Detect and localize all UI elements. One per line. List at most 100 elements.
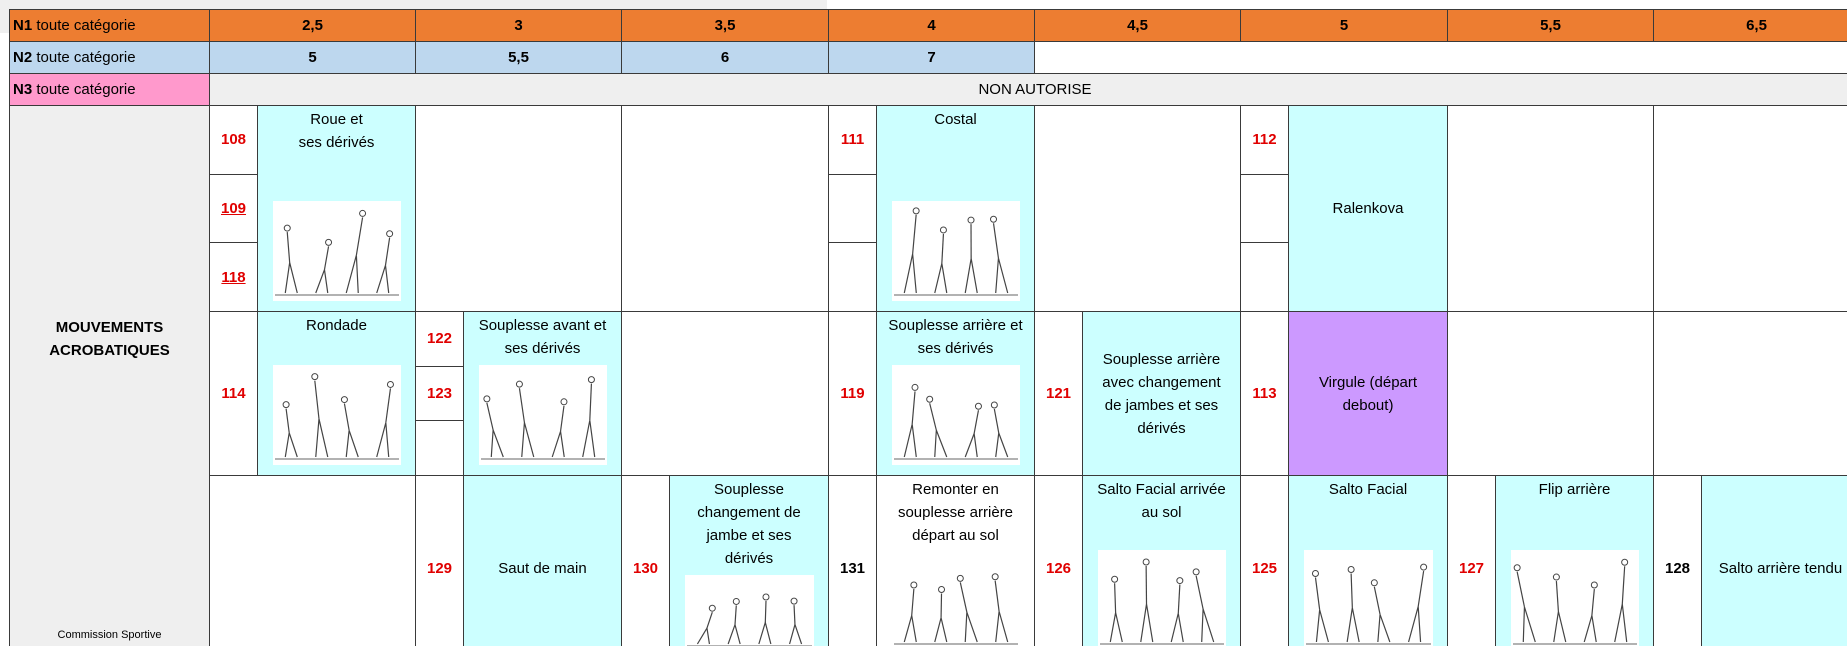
- difficulty-value: 5,5: [415, 41, 622, 74]
- element-cell: Salto Facial: [1288, 475, 1448, 646]
- sketch-head: [761, 593, 769, 601]
- sketch-head: [991, 573, 999, 581]
- code-cell: [1240, 242, 1289, 312]
- sketch-head: [925, 395, 933, 403]
- sketch-body: [1417, 570, 1424, 607]
- sketch-leg: [1407, 606, 1421, 643]
- figure-drawing: [891, 201, 1020, 301]
- sketch-body: [911, 214, 917, 254]
- sketch-leg: [314, 269, 328, 294]
- sketch-leg: [994, 611, 1008, 643]
- sketch-leg: [1376, 614, 1390, 643]
- element-code: 114: [221, 385, 246, 402]
- element-cell: Remonter en souplesse arrière départ au …: [876, 475, 1035, 646]
- element-name: Souplesse arrière et ses dérivés: [888, 317, 1023, 357]
- sketch-leg: [727, 622, 741, 645]
- sketch-head: [283, 224, 291, 232]
- element-code: 119: [840, 385, 865, 402]
- sketch-leg: [345, 255, 359, 294]
- level-label: N2 toute catégorie: [9, 41, 210, 74]
- sketch-head: [385, 230, 393, 238]
- empty-cell: [1447, 105, 1654, 312]
- element-code: 130: [632, 559, 659, 577]
- value-text: 4: [927, 17, 936, 34]
- sketch-head: [482, 395, 490, 403]
- code-cell: 112: [1240, 105, 1289, 175]
- sketch-leg: [933, 263, 947, 294]
- element-name: Salto Facial: [1328, 481, 1408, 498]
- element-cell: Souplesse arrière avec changement de jam…: [1082, 311, 1241, 476]
- sketch-head: [990, 401, 998, 409]
- footer-text: Commission Sportive: [57, 629, 162, 641]
- sketch-leg: [964, 611, 978, 643]
- sketch-leg: [903, 253, 917, 294]
- figure-drawing: [891, 550, 1020, 646]
- sketch-head: [967, 216, 975, 224]
- value-text: 6,5: [1746, 17, 1767, 34]
- sketch-head: [1370, 579, 1378, 587]
- figure-drawing: [684, 575, 814, 646]
- sketch-body: [705, 612, 713, 629]
- figure-drawing: [1097, 550, 1226, 646]
- sketch-head: [1311, 570, 1319, 578]
- level: N3: [13, 81, 33, 98]
- code-cell: [828, 242, 877, 312]
- sketch-head: [911, 383, 919, 391]
- sketch-leg: [1139, 603, 1153, 643]
- element-code: 121: [1045, 385, 1072, 402]
- value-text: 5,5: [1540, 17, 1561, 34]
- sketch-leg: [375, 422, 389, 458]
- level: N1: [13, 17, 33, 34]
- element-code: 131: [839, 559, 866, 577]
- element-code: 129: [426, 559, 453, 577]
- difficulty-value: 3: [415, 9, 622, 42]
- element-cell: Souplesse arrière et ses dérivés: [876, 311, 1035, 476]
- sketch-head: [937, 585, 945, 593]
- code-cell: 108: [209, 105, 258, 175]
- element-name: Souplesse changement de jambe et ses dér…: [697, 481, 801, 567]
- difficulty-value: 2,5: [209, 9, 416, 42]
- element-name: Souplesse arrière avec changement de jam…: [1102, 350, 1221, 437]
- element-name: Costal: [934, 111, 977, 128]
- value-text: 4,5: [1127, 17, 1148, 34]
- element-code: 122: [426, 330, 453, 348]
- sketch-body: [384, 237, 390, 266]
- sketch-leg: [964, 433, 978, 458]
- element-name: Rondade: [306, 317, 367, 334]
- sketch-leg: [1583, 615, 1597, 643]
- sketch-leg: [284, 262, 298, 294]
- sketch-body: [733, 605, 737, 625]
- sketch-body: [323, 246, 329, 270]
- code-cell: [1240, 173, 1289, 244]
- sketch-leg: [1522, 606, 1536, 643]
- sketch-head: [909, 581, 917, 589]
- value-text: 2,5: [302, 17, 323, 34]
- code-cell: 122: [415, 311, 464, 367]
- code-cell: 125: [1240, 475, 1289, 646]
- sketch-head: [587, 376, 595, 384]
- element-name: Salto Facial arrivée au sol: [1097, 481, 1226, 521]
- value-text: 5: [308, 49, 317, 66]
- difficulty-value: 5,5: [1447, 9, 1654, 42]
- sketch-body: [1555, 581, 1559, 612]
- empty-cell: [1653, 311, 1847, 476]
- code-cell: 111: [828, 105, 877, 175]
- element-cell: Salto arrière tendu: [1701, 475, 1847, 646]
- sketch-body: [792, 605, 796, 625]
- element-code: 109: [220, 199, 247, 217]
- sketch-head: [1347, 566, 1355, 574]
- element-code: 108: [220, 131, 247, 149]
- sketch-head: [324, 238, 332, 246]
- figure-drawing: [891, 365, 1020, 465]
- element-cell: Virgule (départ debout): [1288, 311, 1448, 476]
- element-cell: Costal: [876, 105, 1035, 312]
- sketch-leg: [1170, 613, 1184, 643]
- sketch-leg: [933, 617, 947, 643]
- sketch-body: [1177, 584, 1180, 614]
- sketch-body: [1516, 571, 1525, 608]
- sketch-body: [286, 232, 290, 263]
- code-cell: 114: [209, 311, 258, 476]
- sketch-body: [1590, 588, 1595, 616]
- code-cell: 119: [828, 311, 877, 476]
- sketch-leg: [1552, 611, 1566, 643]
